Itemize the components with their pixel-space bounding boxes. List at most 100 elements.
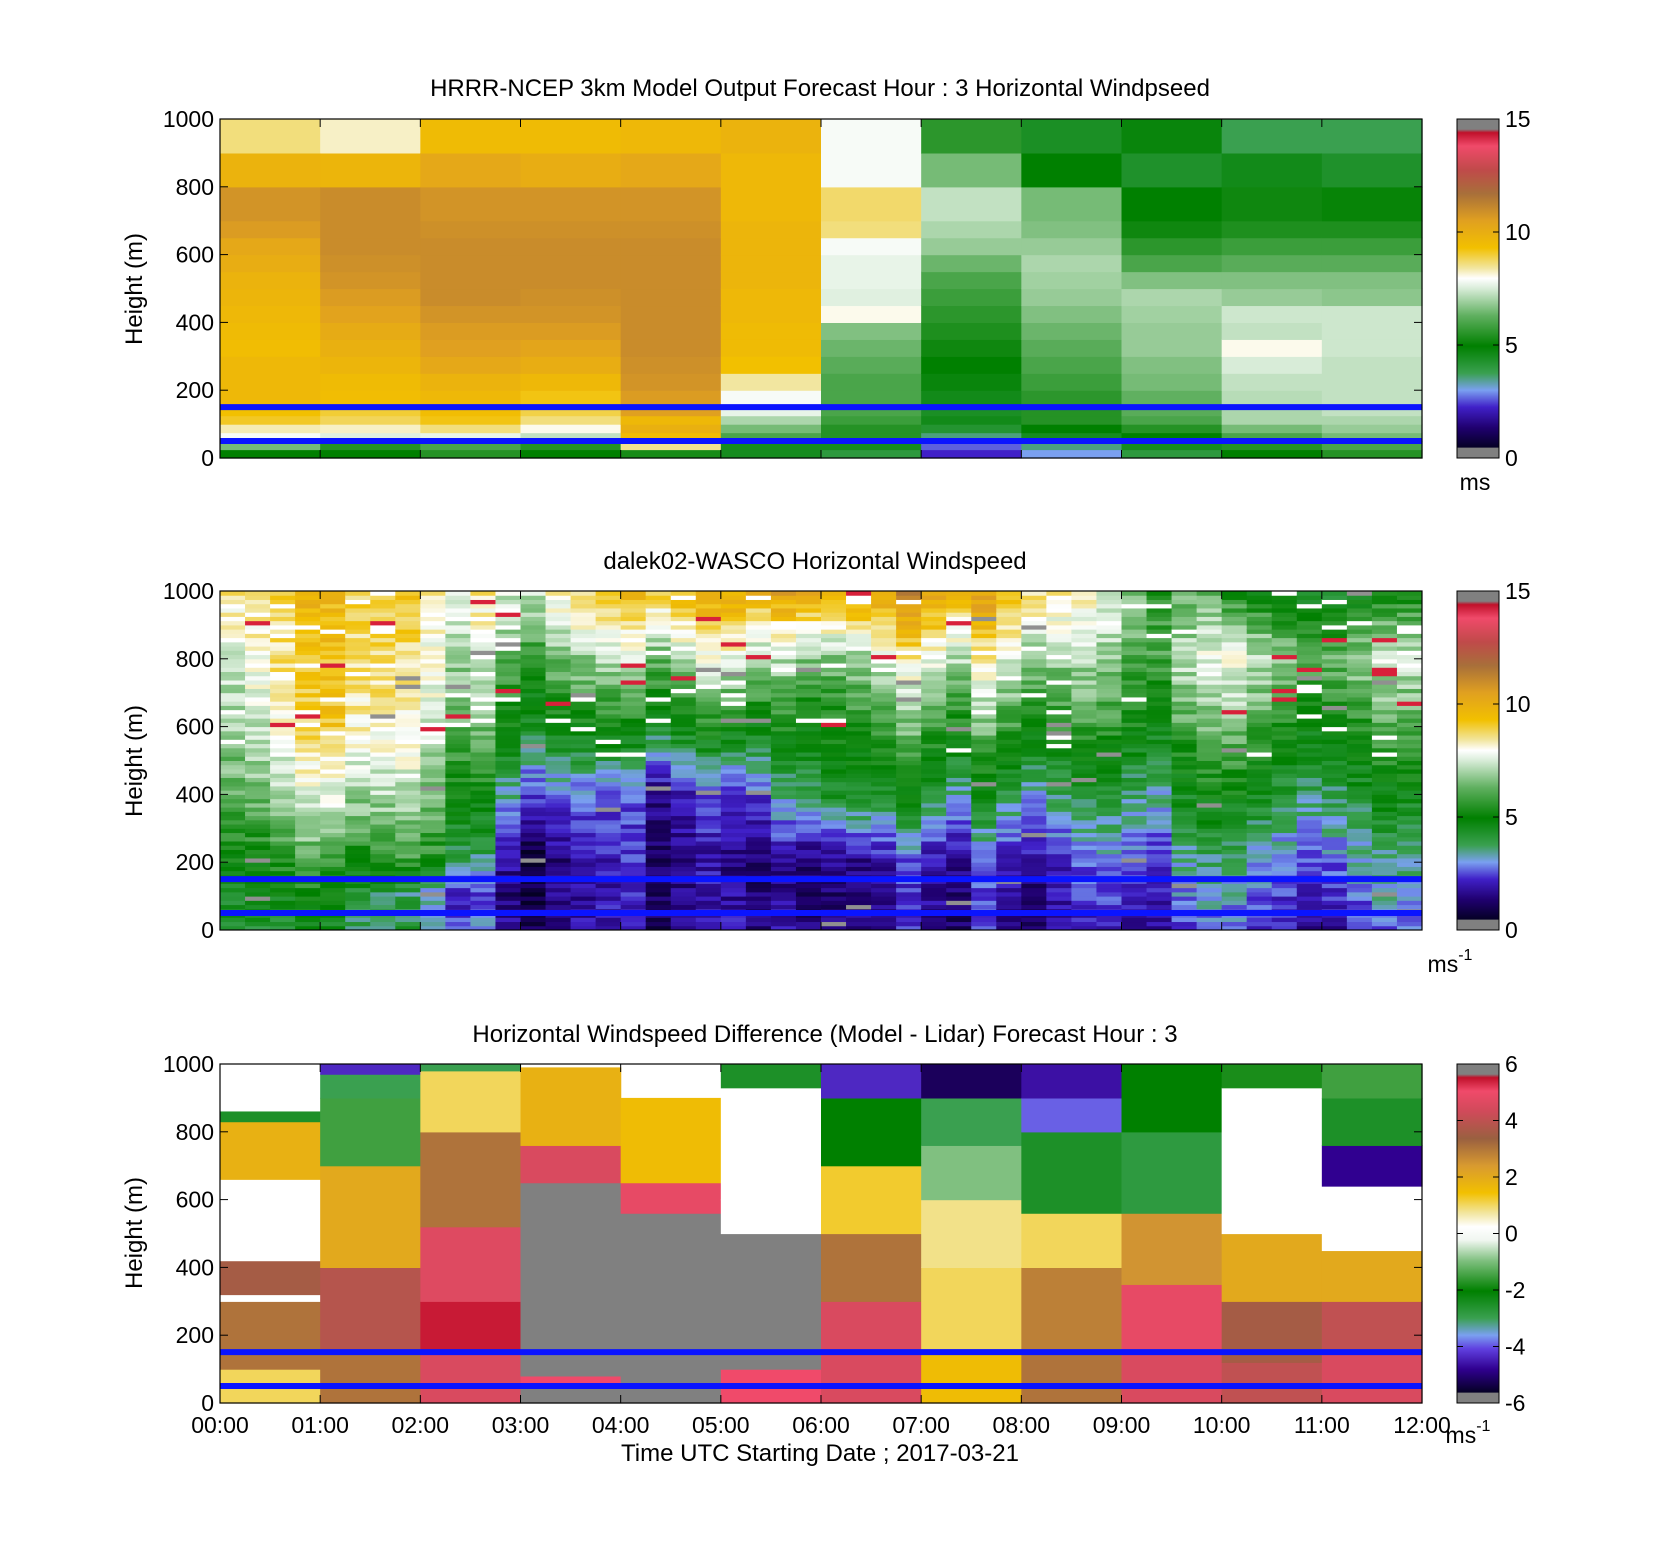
- heatmap-cell: [1346, 862, 1373, 867]
- heatmap-cell: [795, 794, 822, 800]
- heatmap-cell: [695, 857, 722, 863]
- heatmap-cell: [695, 798, 722, 804]
- heatmap-cell: [720, 607, 747, 613]
- heatmap-cell: [1246, 650, 1273, 656]
- heatmap-cell: [1171, 866, 1198, 872]
- heatmap-cell: [971, 616, 997, 622]
- heatmap-cell: [520, 857, 547, 863]
- heatmap-cell: [1196, 616, 1223, 622]
- heatmap-cell: [921, 603, 947, 609]
- heatmap-cell: [1246, 896, 1273, 901]
- heatmap-cell: [570, 679, 597, 685]
- heatmap-cell: [1371, 777, 1398, 783]
- heatmap-cell: [570, 688, 597, 694]
- heatmap-cell: [720, 254, 822, 273]
- heatmap-cell: [1371, 739, 1398, 745]
- heatmap-cell: [795, 633, 822, 639]
- heatmap-cell: [871, 722, 897, 728]
- heatmap-cell: [320, 1097, 421, 1167]
- heatmap-cell: [520, 624, 547, 630]
- heatmap-cell: [745, 726, 772, 732]
- heatmap-cell: [1396, 692, 1423, 698]
- heatmap-cell: [545, 739, 572, 745]
- heatmap-cell: [1321, 1301, 1423, 1353]
- heatmap-cell: [395, 828, 421, 834]
- heatmap-cell: [1121, 1131, 1223, 1214]
- heatmap-cell: [1046, 688, 1072, 694]
- heatmap-cell: [720, 819, 747, 825]
- heatmap-cell: [1321, 654, 1348, 660]
- heatmap-cell: [1096, 925, 1122, 931]
- heatmap-cell: [770, 739, 797, 745]
- heatmap-cell: [871, 599, 897, 605]
- heatmap-cell: [1396, 815, 1423, 821]
- heatmap-cell: [1021, 616, 1047, 622]
- heatmap-cell: [645, 883, 672, 889]
- heatmap-cell: [395, 862, 421, 867]
- heatmap-cell: [320, 836, 346, 842]
- heatmap-cell: [670, 599, 697, 605]
- heatmap-cell: [1221, 832, 1248, 838]
- heatmap-cell: [395, 629, 421, 634]
- heatmap-cell: [445, 599, 471, 605]
- heatmap-cell: [1046, 768, 1072, 774]
- heatmap-cell: [270, 777, 296, 783]
- heatmap-cell: [1171, 722, 1198, 728]
- heatmap-cell: [1171, 773, 1198, 778]
- heatmap-cell: [1296, 650, 1323, 656]
- heatmap-cell: [1071, 599, 1097, 605]
- heatmap-cell: [645, 781, 672, 787]
- heatmap-cell: [320, 781, 346, 787]
- heatmap-cell: [220, 921, 246, 927]
- heatmap-cell: [821, 620, 847, 626]
- heatmap-cell: [420, 726, 446, 732]
- heatmap-cell: [1021, 633, 1047, 639]
- heatmap-cell: [345, 752, 371, 757]
- heatmap-cell: [570, 870, 597, 876]
- heatmap-cell: [795, 883, 822, 889]
- heatmap-cell: [921, 701, 947, 706]
- heatmap-cell: [1296, 671, 1323, 677]
- heatmap-cell: [1371, 637, 1398, 643]
- heatmap-cell: [1071, 862, 1097, 867]
- heatmap-cell: [1146, 845, 1173, 850]
- heatmap-cell: [445, 798, 471, 804]
- heatmap-cell: [1296, 836, 1323, 842]
- heatmap-cell: [345, 726, 371, 732]
- heatmap-cell: [295, 675, 321, 681]
- heatmap-cell: [245, 917, 271, 923]
- heatmap-cell: [220, 900, 246, 906]
- heatmap-cell: [695, 768, 722, 774]
- heatmap-cell: [545, 688, 572, 694]
- heatmap-cell: [1196, 722, 1223, 728]
- heatmap-cell: [670, 794, 697, 800]
- heatmap-cell: [946, 921, 972, 927]
- heatmap-cell: [971, 696, 997, 702]
- heatmap-cell: [1296, 760, 1323, 766]
- heatmap-cell: [470, 921, 496, 927]
- heatmap-cell: [695, 785, 722, 791]
- heatmap-cell: [1121, 432, 1223, 442]
- heatmap-cell: [1046, 857, 1072, 863]
- heatmap-cell: [245, 870, 271, 876]
- heatmap-cell: [795, 807, 822, 812]
- heatmap-cell: [1071, 713, 1097, 719]
- heatmap-cell: [320, 441, 421, 451]
- heatmap-cell: [395, 925, 421, 931]
- heatmap-cell: [921, 650, 947, 656]
- heatmap-cell: [1271, 688, 1298, 694]
- heatmap-cell: [1221, 675, 1248, 681]
- heatmap-cell: [1121, 849, 1148, 855]
- heatmap-cell: [320, 701, 346, 706]
- heatmap-cell: [846, 646, 872, 651]
- heatmap-cell: [1321, 870, 1348, 876]
- heatmap-cell: [570, 620, 597, 626]
- heatmap-cell: [695, 807, 722, 812]
- heatmap-cell: [1046, 836, 1072, 842]
- heatmap-cell: [896, 747, 922, 753]
- heatmap-cell: [1096, 616, 1122, 622]
- heatmap-cell: [370, 616, 396, 622]
- heatmap-cell: [345, 735, 371, 740]
- heatmap-cell: [720, 692, 747, 698]
- heatmap-cell: [846, 688, 872, 694]
